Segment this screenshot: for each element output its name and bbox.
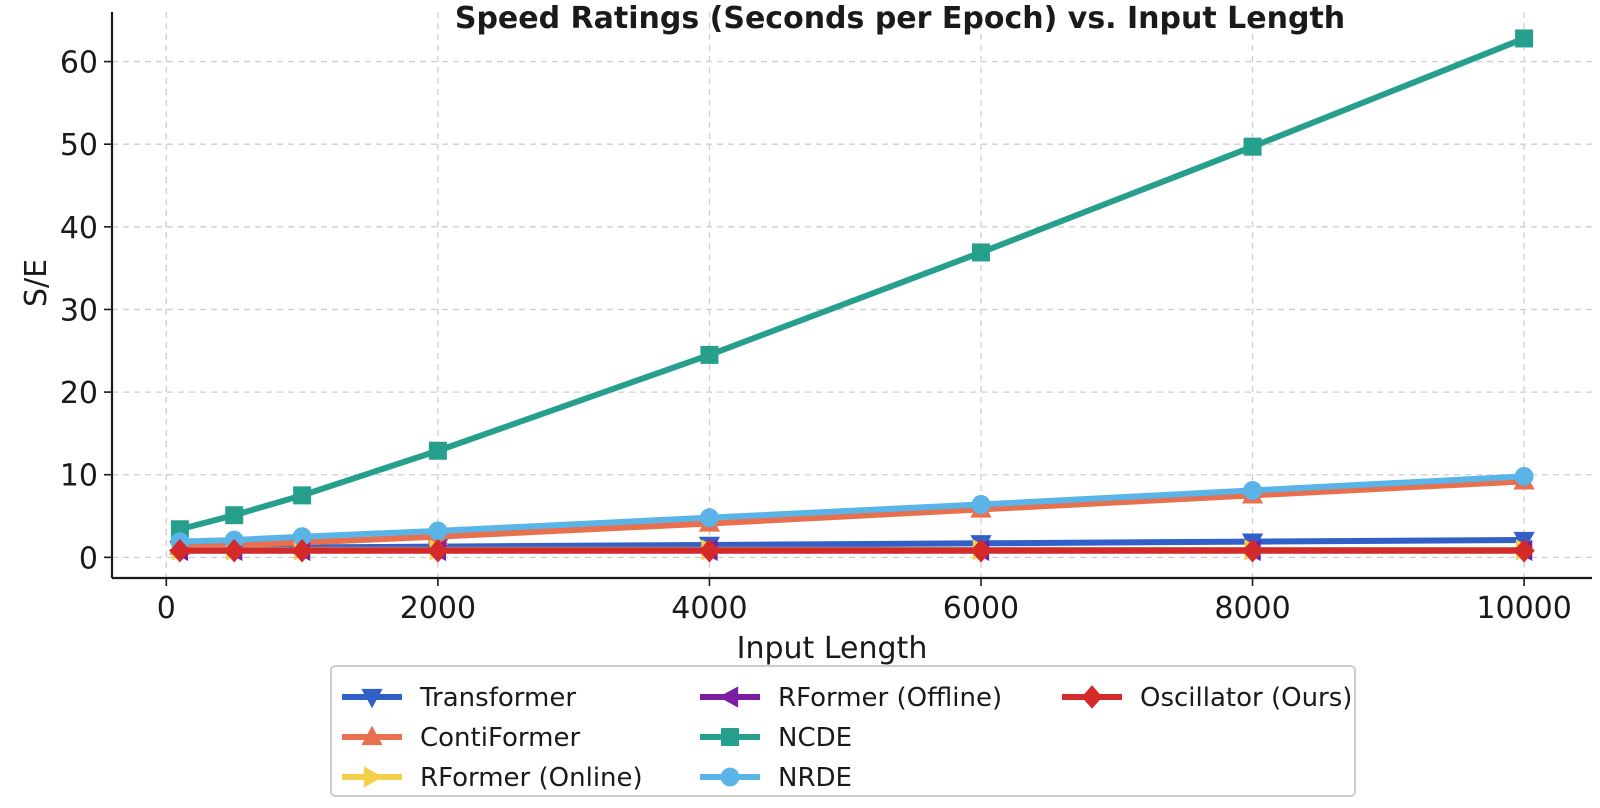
ticks: 0 2000 4000 6000 8000 10000 0 10 20 30 40 50 60 [60,46,1572,626]
x-tick-label: 2000 [400,591,476,626]
axes [110,12,1592,580]
legend-label: NRDE [778,763,852,793]
legend-item-transformer: Transformer [342,683,576,713]
legend-marker [361,688,383,709]
legend-marker [718,686,739,708]
legend-label: RFormer (Offline) [778,683,1002,713]
data-point [427,538,449,563]
y-tick-label: 10 [60,459,98,494]
series-line-ncde [176,35,1528,533]
x-tick-label: 10000 [1476,591,1571,626]
x-tick-label: 6000 [943,591,1019,626]
legend-item-contiformer: ContiFormer [342,723,580,753]
data-point [428,521,448,541]
data-point [1514,466,1534,486]
x-tick-label: 0 [157,591,176,626]
data-point [428,441,447,460]
legend-label: RFormer (Online) [420,763,643,793]
data-point [293,486,312,505]
legend-item-ncde: NCDE [700,723,852,753]
series-line-contiformer [176,478,1528,550]
legend: Transformer ContiFormer RFormer (Online) RF… [330,665,1356,797]
y-axis-label: S/E [19,259,54,307]
data-point [698,538,720,563]
x-tick-label: 8000 [1214,591,1290,626]
data-point [225,506,244,525]
data-point [970,538,992,563]
data-point [223,538,245,563]
legend-label: Oscillator (Ours) [1140,683,1352,713]
data-point [700,345,719,364]
data-point [971,243,990,262]
legend-marker [720,767,740,787]
data-point [1515,29,1534,48]
y-tick-label: 0 [79,541,98,576]
data-point [291,538,313,563]
legend-item-oscillator-ours: Oscillator (Ours) [1062,683,1352,713]
legend-label: Transformer [419,683,576,713]
legend-marker [1081,685,1103,709]
series [168,29,1536,563]
y-tick-label: 50 [60,128,98,163]
legend-marker [721,728,739,746]
legend-label: NCDE [778,723,852,753]
legend-item-nrde: NRDE [700,763,852,793]
y-tick-label: 60 [60,46,98,81]
data-point [971,495,991,514]
series-ncde [170,29,1534,539]
y-tick-label: 40 [60,211,98,246]
x-axis-label: Input Length [737,631,928,666]
legend-label: ContiFormer [420,723,580,753]
data-point [1243,137,1262,156]
data-point [1243,480,1262,500]
series-line-nrde [176,473,1528,545]
y-tick-label: 20 [60,376,98,411]
legend-marker [363,766,384,788]
data-point [1513,538,1535,563]
legend-item-rformer-offline: RFormer (Offline) [700,683,1002,713]
x-tick-label: 4000 [671,591,747,626]
data-point [700,508,719,528]
legend-marker [361,725,383,746]
legend-item-rformer-online: RFormer (Online) [342,763,643,793]
data-point [169,538,191,563]
y-tick-label: 30 [60,293,98,328]
data-point [1242,538,1263,563]
chart-title: Speed Ratings (Seconds per Epoch) vs. In… [455,1,1345,36]
series-oscillator-ours [169,538,1535,563]
